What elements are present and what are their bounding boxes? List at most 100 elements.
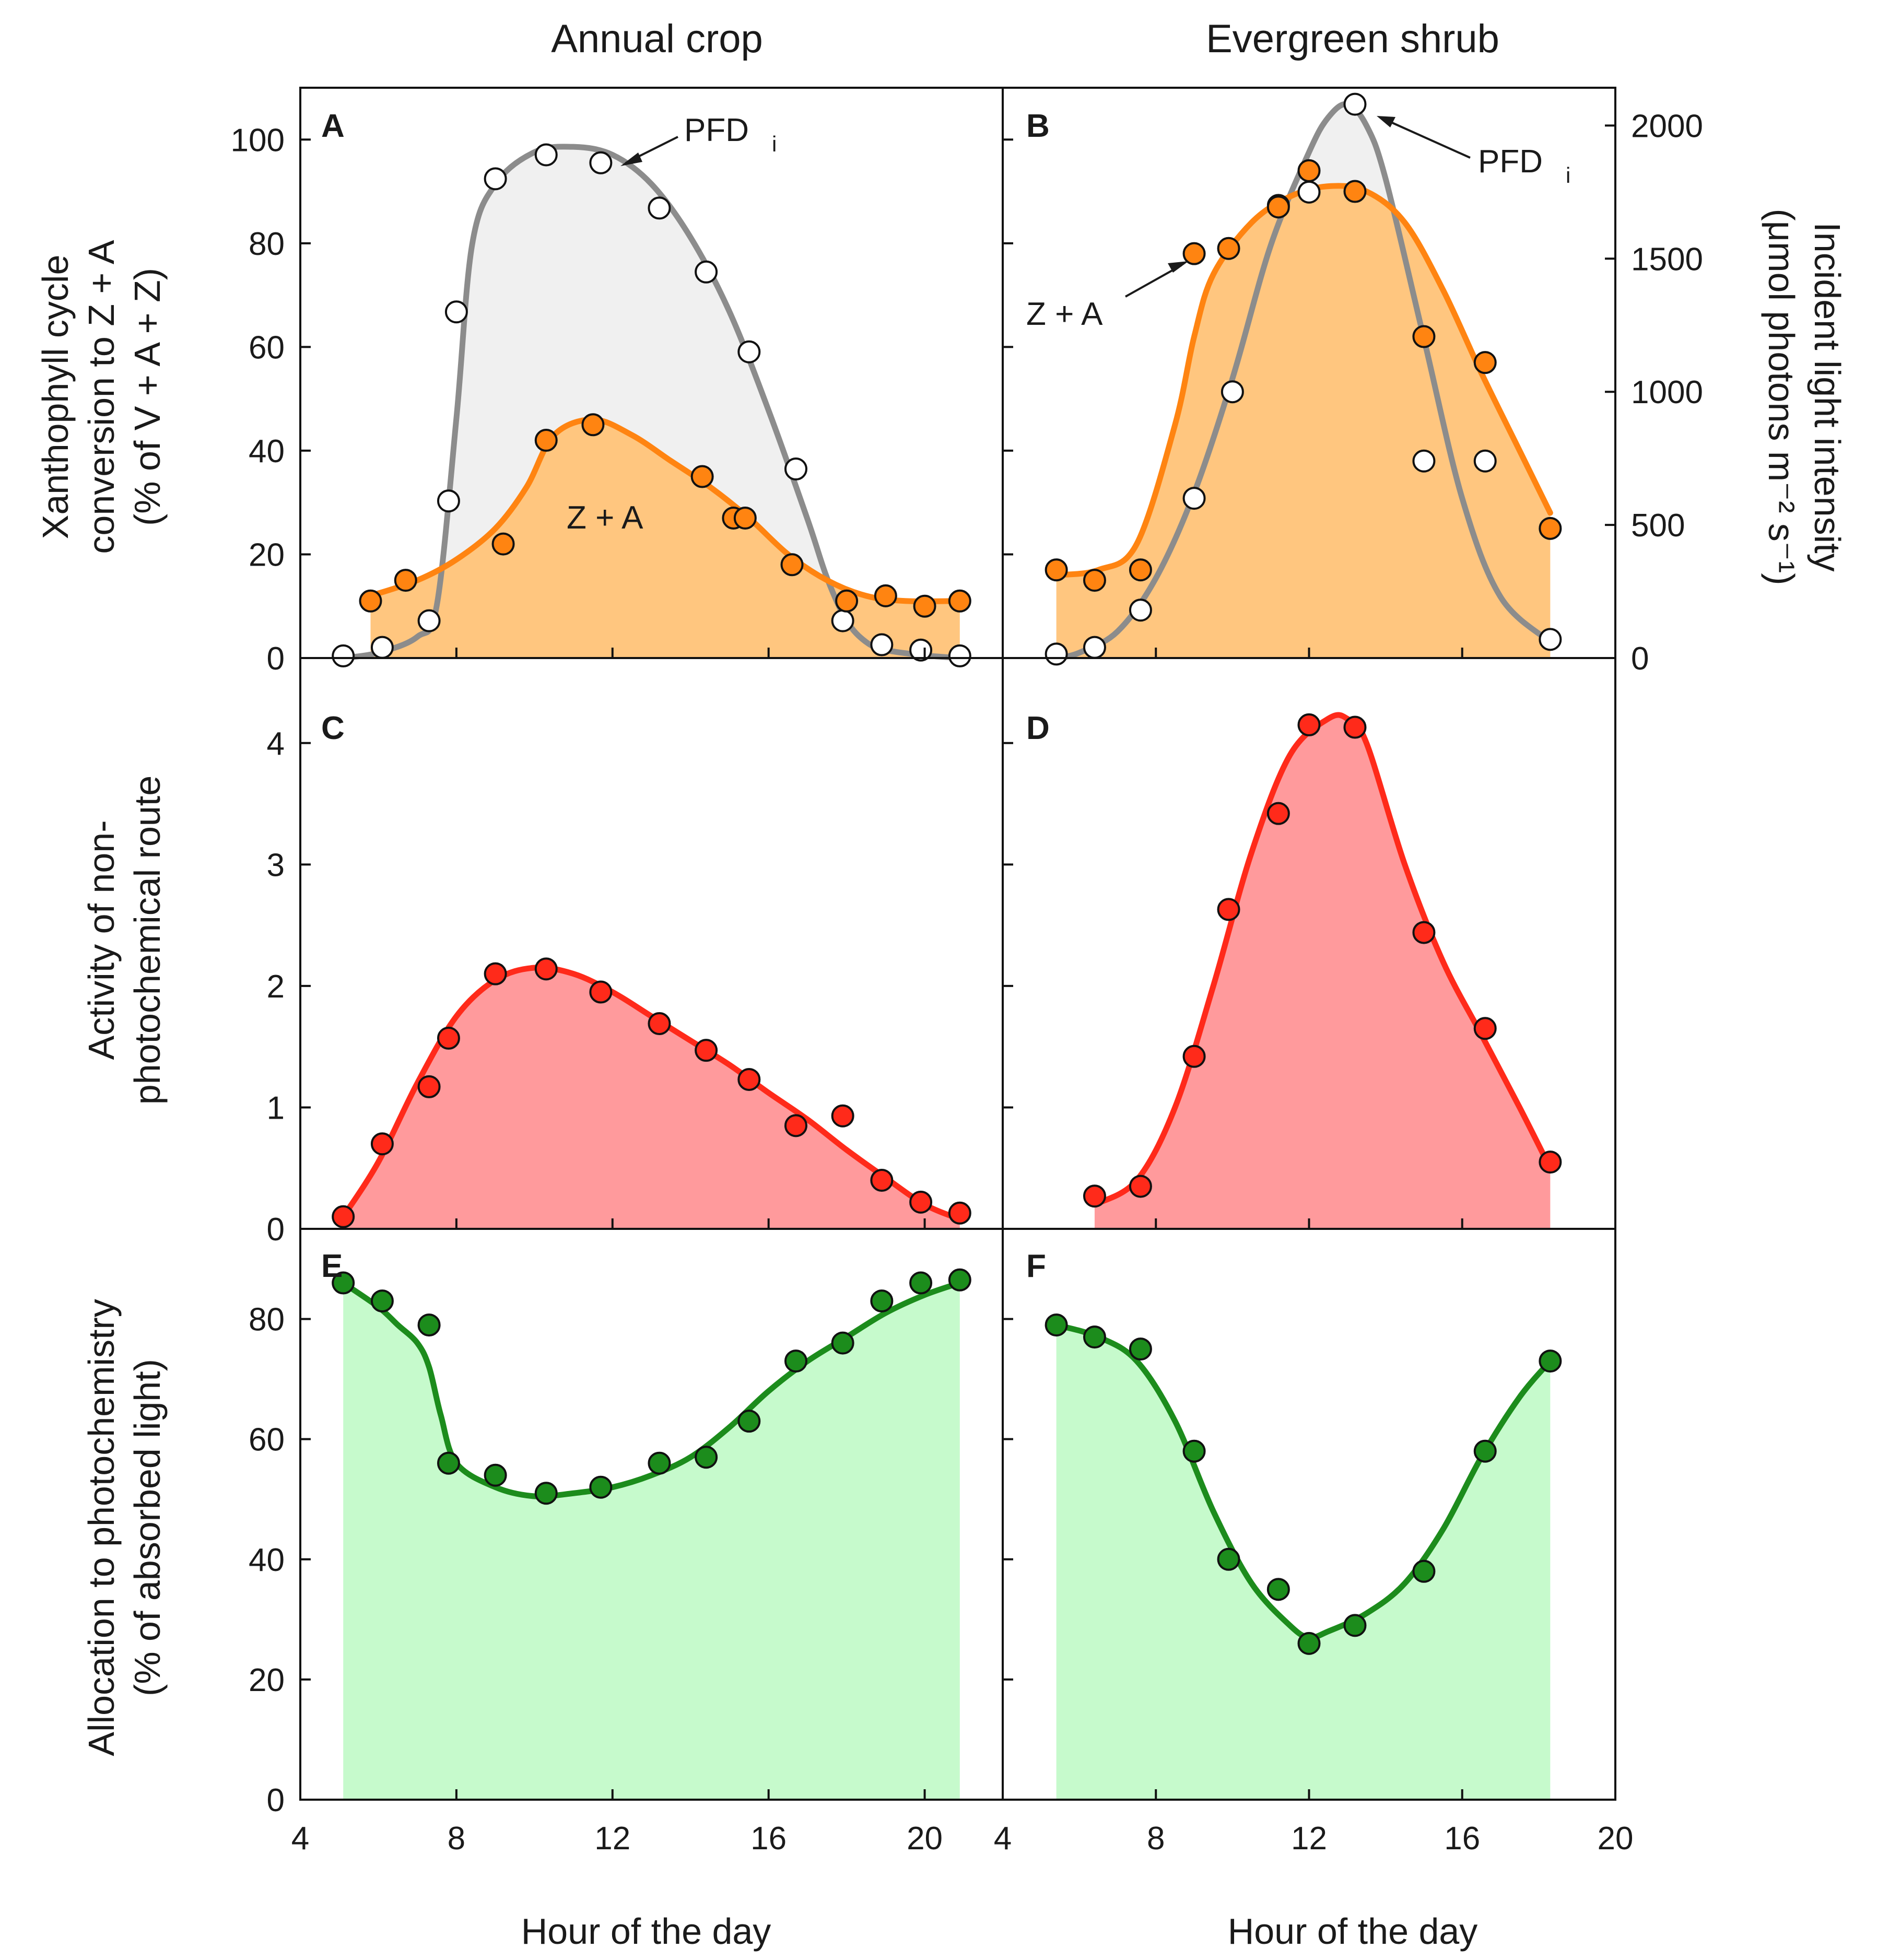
ytick-label-a: 100: [231, 122, 285, 158]
data-point-a-1: [948, 589, 971, 613]
data-point-c-0: [948, 1201, 971, 1225]
xtick-label-e: 4: [291, 1821, 309, 1857]
data-point-a-0: [737, 340, 761, 363]
data-point-a-1: [394, 569, 417, 592]
data-point-e-0: [484, 1463, 507, 1487]
data-point-a-0: [648, 196, 671, 220]
data-point-f-0: [1343, 1614, 1367, 1637]
annotation-za-b-text: Z + A: [1026, 296, 1103, 332]
data-point-c-0: [784, 1114, 807, 1137]
xtick-label-e: 16: [750, 1821, 787, 1857]
data-point-c-0: [589, 980, 613, 1004]
data-point-d-0: [1266, 802, 1290, 825]
panel-e: 0 20 40 60 80 4 8 12 16 20: [249, 1228, 1004, 1857]
data-point-a-0: [534, 143, 558, 167]
data-point-f-0: [1539, 1349, 1562, 1373]
ytick-label-a: 0: [267, 641, 285, 677]
data-point-b-1: [1045, 558, 1068, 582]
panel-b: 0 500 1000 1500 2000: [1002, 87, 1703, 677]
fit-curve-b-0: [1053, 101, 1553, 661]
annotation-subscript-i-a: i: [772, 132, 777, 156]
ytick-label-c: 3: [267, 847, 285, 883]
ytick-label-e: 60: [249, 1422, 285, 1458]
data-point-a-1: [359, 589, 382, 613]
panel-a: 0 20 40 60 80 100: [231, 87, 1004, 677]
panel-letter-b: B: [1026, 108, 1050, 144]
y2tick-label-b: 500: [1631, 508, 1685, 544]
ytick-label-a: 80: [249, 226, 285, 262]
data-point-c-0: [909, 1190, 933, 1214]
data-point-b-0: [1182, 487, 1206, 510]
data-point-a-1: [491, 532, 515, 556]
panel-c: 0 1 2 3 4: [267, 657, 1004, 1248]
data-point-f-0: [1129, 1337, 1152, 1361]
data-point-c-0: [648, 1012, 671, 1035]
fit-curve-a-1: [368, 416, 963, 605]
data-point-b-1: [1412, 325, 1436, 348]
ylabel-c-line-2: photochemical route: [127, 776, 168, 1105]
data-point-c-0: [417, 1075, 441, 1098]
xtick-label-f: 20: [1598, 1821, 1634, 1857]
data-point-a-1: [874, 584, 897, 607]
data-point-b-0: [1539, 628, 1562, 651]
data-point-b-1: [1343, 180, 1367, 203]
ytick-label-e: 40: [249, 1542, 285, 1578]
panel-letter-a: A: [321, 108, 345, 144]
data-point-d-0: [1129, 1175, 1152, 1198]
data-point-d-0: [1343, 715, 1367, 739]
data-point-f-0: [1182, 1439, 1206, 1463]
data-point-f-0: [1473, 1439, 1497, 1463]
data-point-b-1: [1217, 237, 1240, 260]
xtick-label-f: 8: [1147, 1821, 1165, 1857]
area-fill-b-1: [1056, 185, 1551, 659]
data-point-b-1: [1129, 558, 1152, 582]
annotation-pfdi-b: PFD i: [1377, 116, 1570, 187]
ytick-label-a: 20: [249, 537, 285, 573]
ytick-label-e: 0: [267, 1782, 285, 1818]
data-point-a-0: [784, 457, 807, 481]
y2tick-label-b: 1000: [1631, 374, 1703, 410]
panel-letter-c: C: [321, 710, 345, 746]
data-point-b-0: [1221, 380, 1244, 404]
data-point-e-0: [648, 1451, 671, 1475]
data-point-c-0: [695, 1039, 718, 1062]
data-point-e-0: [534, 1482, 558, 1505]
data-point-b-0: [1343, 92, 1367, 116]
data-point-f-0: [1083, 1325, 1106, 1349]
data-point-d-0: [1412, 921, 1436, 944]
annotation-pfd-b: PFD: [1478, 144, 1543, 180]
data-point-e-0: [948, 1268, 971, 1292]
data-point-e-0: [332, 1271, 355, 1295]
annotation-arrow-pfdi-b: [1383, 118, 1471, 159]
ytick-label-e: 80: [249, 1302, 285, 1338]
data-point-a-1: [581, 413, 605, 437]
data-point-d-0: [1182, 1044, 1206, 1068]
ylabel-c-line-1: Activity of non-: [81, 820, 122, 1060]
data-point-a-0: [831, 609, 854, 632]
data-point-b-1: [1182, 242, 1206, 265]
data-point-b-0: [1129, 598, 1152, 622]
data-point-c-0: [831, 1104, 854, 1128]
xtick-label-e: 20: [907, 1821, 943, 1857]
data-point-a-0: [437, 489, 460, 513]
annotation-arrowhead-pfdi-a: [620, 152, 642, 166]
xtick-label-f: 16: [1444, 1821, 1480, 1857]
data-point-a-1: [733, 506, 757, 530]
ylabel-a-line-3: (% of V + A + Z): [127, 268, 168, 526]
data-point-e-0: [737, 1410, 761, 1433]
data-point-c-0: [437, 1026, 460, 1050]
data-point-b-1: [1297, 159, 1321, 182]
data-point-e-0: [437, 1451, 460, 1475]
data-point-b-1: [1539, 517, 1562, 540]
y2tick-label-b: 0: [1631, 641, 1649, 677]
data-point-b-1: [1266, 195, 1290, 219]
data-point-b-0: [1473, 449, 1497, 473]
ytick-label-c: 4: [267, 726, 285, 762]
area-fill-c-0: [343, 967, 960, 1229]
data-point-d-0: [1539, 1151, 1562, 1174]
panel-letter-e: E: [321, 1248, 343, 1284]
fit-curve-d-0: [1092, 712, 1553, 1207]
panel-letter-f: F: [1026, 1248, 1046, 1284]
y2tick-label-b: 2000: [1631, 108, 1703, 144]
